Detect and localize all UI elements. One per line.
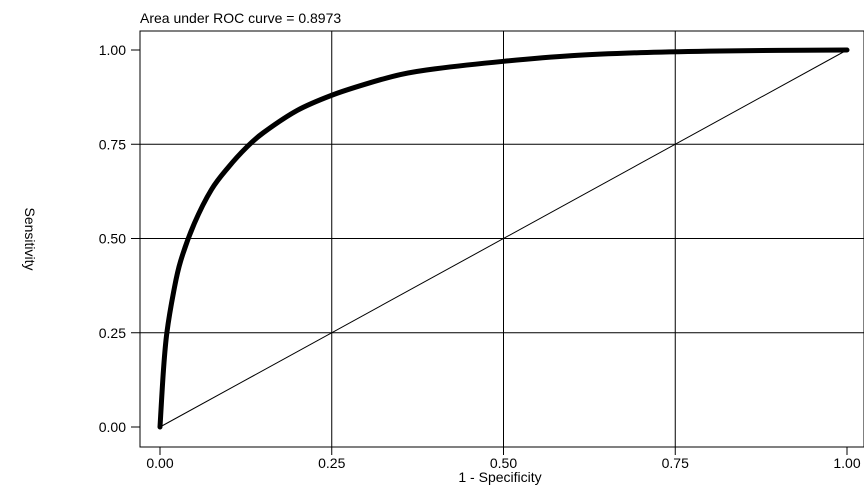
x-tick-label: 0.00 <box>146 455 173 471</box>
x-tick-label: 1.00 <box>833 455 860 471</box>
x-axis-label: 1 - Specificity <box>458 469 541 485</box>
y-tick-label: 0.00 <box>99 419 126 435</box>
chart-title: Area under ROC curve = 0.8973 <box>140 10 341 26</box>
reference-diagonal-line <box>159 49 848 428</box>
x-tick-label: 0.75 <box>662 455 689 471</box>
x-tick-label: 0.50 <box>490 455 517 471</box>
plot-area <box>139 30 864 448</box>
y-axis: 0.00 0.25 0.50 0.75 1.00 <box>99 42 140 435</box>
y-tick-label: 1.00 <box>99 42 126 58</box>
y-tick-label: 0.75 <box>99 136 126 152</box>
x-axis: 0.00 0.25 0.50 0.75 1.00 <box>146 447 861 471</box>
grid <box>140 31 864 447</box>
y-tick-label: 0.25 <box>99 325 126 341</box>
roc-curve-line <box>157 47 850 430</box>
y-tick-label: 0.50 <box>99 231 126 247</box>
series-layer <box>157 47 850 430</box>
y-axis-label: Sensitivity <box>22 207 38 270</box>
x-tick-label: 0.25 <box>318 455 345 471</box>
